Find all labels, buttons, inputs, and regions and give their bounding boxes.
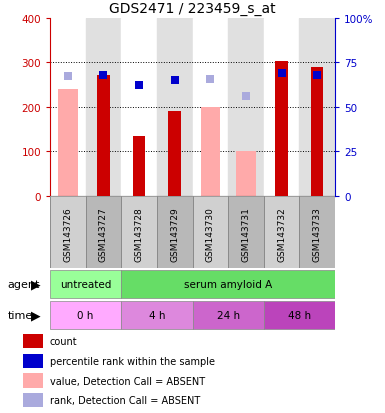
- FancyBboxPatch shape: [121, 270, 335, 298]
- Bar: [50, 19, 85, 196]
- Bar: [192, 196, 228, 268]
- Text: GSM143733: GSM143733: [313, 207, 321, 262]
- Bar: [23, 335, 42, 349]
- Bar: [275, 62, 288, 196]
- Text: GSM143731: GSM143731: [241, 207, 250, 262]
- Title: GDS2471 / 223459_s_at: GDS2471 / 223459_s_at: [109, 2, 276, 16]
- Text: count: count: [50, 337, 77, 347]
- Text: untreated: untreated: [60, 279, 111, 289]
- FancyBboxPatch shape: [121, 301, 192, 329]
- FancyBboxPatch shape: [85, 196, 121, 268]
- Bar: [85, 196, 121, 268]
- FancyBboxPatch shape: [157, 196, 192, 268]
- Text: time: time: [8, 310, 33, 320]
- Bar: [23, 373, 42, 388]
- FancyBboxPatch shape: [121, 196, 157, 268]
- Bar: [97, 76, 110, 196]
- FancyBboxPatch shape: [50, 301, 121, 329]
- Bar: [228, 196, 264, 268]
- Text: GSM143732: GSM143732: [277, 207, 286, 261]
- FancyBboxPatch shape: [50, 196, 85, 268]
- Bar: [157, 19, 192, 196]
- Bar: [236, 152, 256, 196]
- Text: ▶: ▶: [31, 309, 40, 321]
- Bar: [192, 19, 228, 196]
- FancyBboxPatch shape: [50, 270, 121, 298]
- Bar: [23, 393, 42, 407]
- Text: percentile rank within the sample: percentile rank within the sample: [50, 356, 215, 366]
- Text: 0 h: 0 h: [77, 310, 94, 320]
- Bar: [201, 107, 220, 196]
- Text: ▶: ▶: [31, 278, 40, 290]
- FancyBboxPatch shape: [192, 196, 228, 268]
- Text: GSM143730: GSM143730: [206, 207, 215, 262]
- Text: 24 h: 24 h: [216, 310, 240, 320]
- Bar: [264, 196, 300, 268]
- Bar: [121, 196, 157, 268]
- FancyBboxPatch shape: [228, 196, 264, 268]
- Text: GSM143728: GSM143728: [135, 207, 144, 261]
- FancyBboxPatch shape: [300, 196, 335, 268]
- Text: 48 h: 48 h: [288, 310, 311, 320]
- Bar: [133, 136, 145, 196]
- Text: 4 h: 4 h: [149, 310, 165, 320]
- Text: GSM143726: GSM143726: [64, 207, 72, 261]
- Text: rank, Detection Call = ABSENT: rank, Detection Call = ABSENT: [50, 395, 200, 405]
- FancyBboxPatch shape: [264, 196, 300, 268]
- FancyBboxPatch shape: [192, 301, 264, 329]
- Bar: [228, 19, 264, 196]
- Bar: [300, 19, 335, 196]
- Bar: [50, 196, 85, 268]
- Bar: [85, 19, 121, 196]
- FancyBboxPatch shape: [264, 301, 335, 329]
- Bar: [169, 112, 181, 196]
- Bar: [58, 90, 78, 196]
- Bar: [121, 19, 157, 196]
- Bar: [311, 68, 323, 196]
- Text: GSM143727: GSM143727: [99, 207, 108, 261]
- Text: GSM143729: GSM143729: [170, 207, 179, 261]
- Bar: [23, 354, 42, 368]
- Text: serum amyloid A: serum amyloid A: [184, 279, 272, 289]
- Bar: [300, 196, 335, 268]
- Bar: [264, 19, 300, 196]
- Text: agent: agent: [8, 279, 40, 289]
- Bar: [157, 196, 192, 268]
- Text: value, Detection Call = ABSENT: value, Detection Call = ABSENT: [50, 376, 205, 386]
